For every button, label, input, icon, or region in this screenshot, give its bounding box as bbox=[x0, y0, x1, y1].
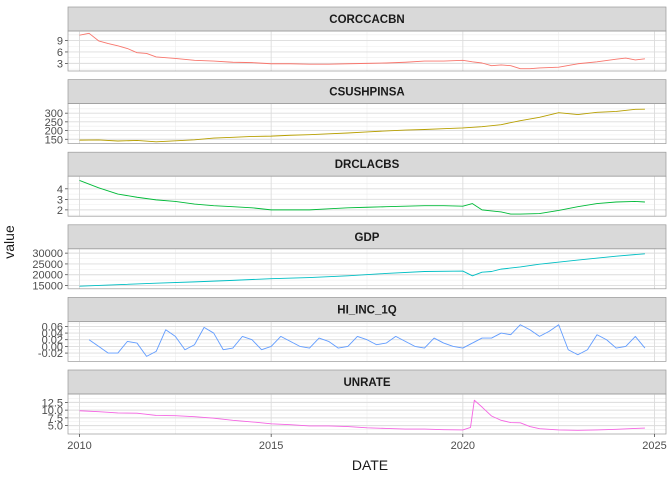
y-tick-label: 30000 bbox=[32, 248, 63, 260]
y-tick-label: 300 bbox=[45, 108, 63, 120]
series-line-unrate bbox=[79, 399, 645, 431]
y-tick-label: 250 bbox=[45, 117, 63, 129]
strip-background bbox=[67, 224, 667, 250]
series-line-corccacbn bbox=[79, 32, 645, 70]
x-axis: 2010 2015 2020 2025 bbox=[67, 434, 667, 452]
strip-background bbox=[67, 297, 667, 322]
x-tick-label: 2010 bbox=[67, 440, 91, 452]
y-tick-label: 0.06 bbox=[42, 321, 63, 333]
strip-background bbox=[67, 6, 667, 32]
panel-border bbox=[67, 321, 667, 362]
y-tick-label: 15000 bbox=[32, 281, 63, 293]
y-tick-label: 5.0 bbox=[48, 421, 63, 433]
panel-drclacbs: DRCLACBS 234 bbox=[57, 151, 667, 217]
y-tick-label: 2 bbox=[57, 205, 63, 217]
strip-label: UNRATE bbox=[343, 377, 390, 389]
strip-background bbox=[67, 151, 667, 177]
y-tick-label: 10.0 bbox=[42, 405, 63, 417]
series-line-gdp bbox=[79, 253, 645, 287]
panel-border bbox=[67, 30, 667, 72]
y-tick-label: 0.04 bbox=[42, 328, 63, 340]
y-tick-label: 6 bbox=[57, 47, 63, 59]
x-tick-label: 2015 bbox=[259, 440, 283, 452]
strip-label: CORCCACBN bbox=[329, 14, 404, 26]
x-tick-label: 2025 bbox=[642, 440, 666, 452]
strip-label: HI_INC_1Q bbox=[337, 304, 396, 316]
panel-border bbox=[67, 393, 667, 435]
y-tick-label: 7.5 bbox=[48, 413, 63, 425]
y-tick-label: 12.5 bbox=[42, 397, 63, 409]
strip-background bbox=[67, 369, 667, 395]
y-tick-label: 0.02 bbox=[42, 335, 63, 347]
y-axis-title: value bbox=[1, 225, 17, 259]
y-tick-label: 3 bbox=[57, 58, 63, 70]
strip-label: GDP bbox=[355, 232, 380, 244]
panel-border bbox=[67, 248, 667, 290]
y-tick-label: 25000 bbox=[32, 259, 63, 271]
panel-corccacbn: CORCCACBN 369 bbox=[57, 6, 667, 72]
series-line-csushpinsa bbox=[79, 108, 645, 143]
strip-label: CSUSHPINSA bbox=[329, 87, 404, 99]
panel-hi-inc-1q: HI_INC_1Q -0.020.000.020.040.06 bbox=[38, 297, 667, 362]
y-tick-label: 0.00 bbox=[42, 341, 63, 353]
y-tick-label: -0.02 bbox=[38, 348, 63, 360]
x-axis-title: DATE bbox=[352, 457, 388, 473]
strip-label: DRCLACBS bbox=[335, 159, 400, 171]
y-tick-label: 3 bbox=[57, 194, 63, 206]
y-tick-label: 200 bbox=[45, 126, 63, 138]
y-tick-label: 150 bbox=[45, 134, 63, 146]
x-tick-label: 2020 bbox=[451, 440, 475, 452]
panel-border bbox=[67, 103, 667, 144]
panel-unrate: UNRATE 5.07.510.012.5 bbox=[42, 369, 667, 435]
strip-background bbox=[67, 79, 667, 104]
y-tick-label: 4 bbox=[57, 184, 63, 196]
facet-panels: CORCCACBN369CSUSHPINSA150200250300DRCLAC… bbox=[32, 6, 667, 435]
panel-border bbox=[67, 175, 667, 217]
series-line-drclacbs bbox=[79, 179, 645, 215]
y-tick-label: 9 bbox=[57, 36, 63, 48]
y-tick-label: 20000 bbox=[32, 270, 63, 282]
series-line-hi-inc-1q bbox=[88, 324, 646, 357]
